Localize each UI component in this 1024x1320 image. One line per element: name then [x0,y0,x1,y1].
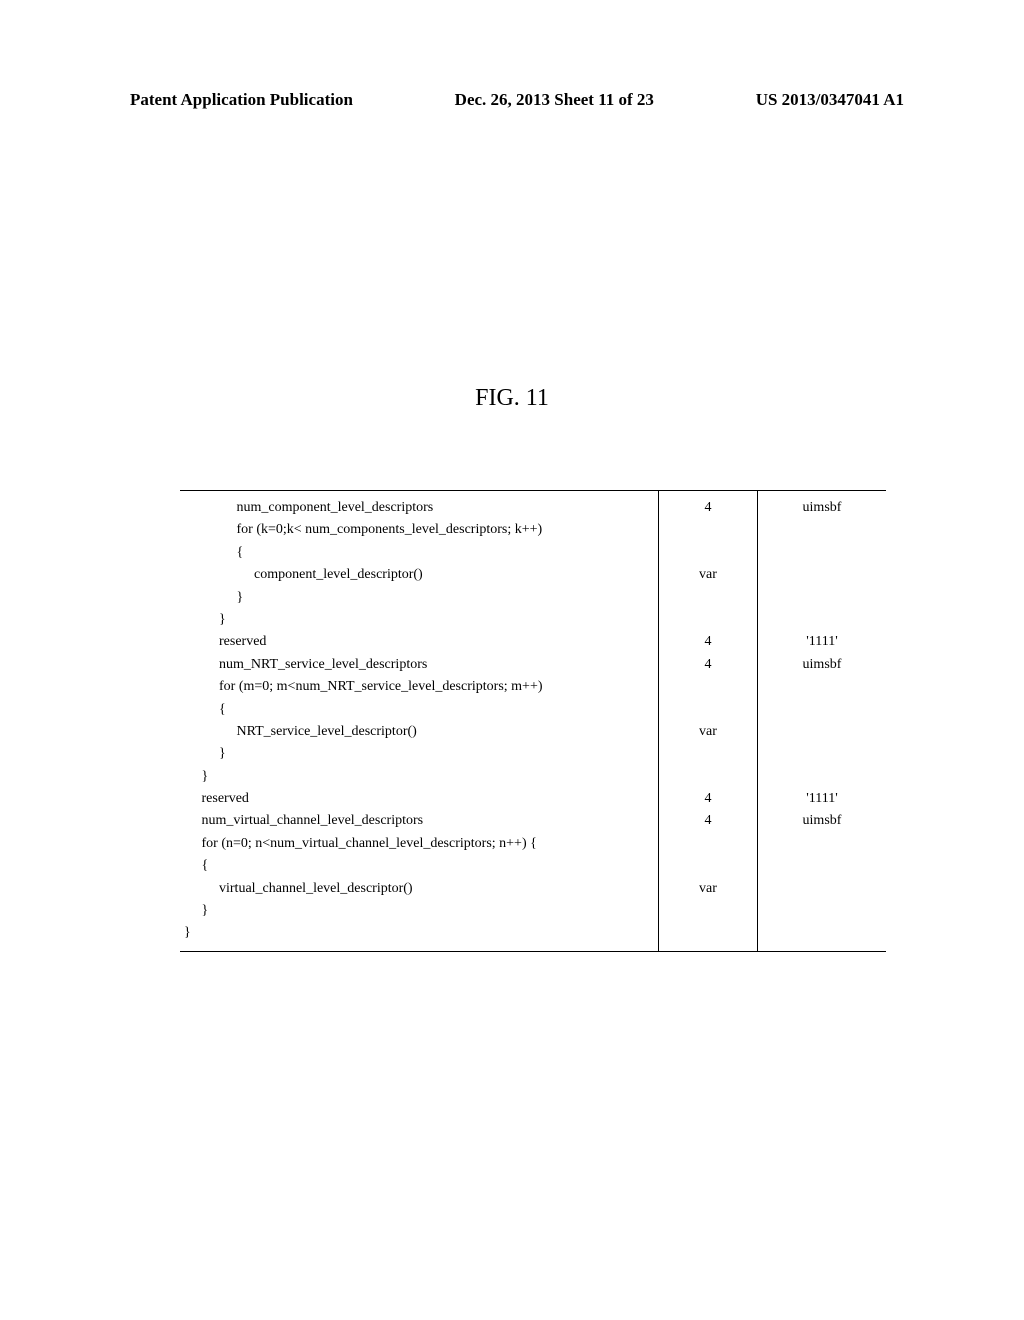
figure-title: FIG. 11 [0,385,1024,412]
header-center: Dec. 26, 2013 Sheet 11 of 23 [455,90,654,110]
header-left: Patent Application Publication [130,90,353,110]
syntax-table: num_component_level_descriptors for (k=0… [180,490,860,952]
mnemonic-column: uimsbf '1111' uimsbf '1111' uimsbf [758,491,887,952]
syntax-column: num_component_level_descriptors for (k=0… [180,491,659,952]
bits-column: 4 var 4 4 var 4 4 var [659,491,758,952]
header-right: US 2013/0347041 A1 [756,90,904,110]
page-header: Patent Application Publication Dec. 26, … [0,90,1024,110]
